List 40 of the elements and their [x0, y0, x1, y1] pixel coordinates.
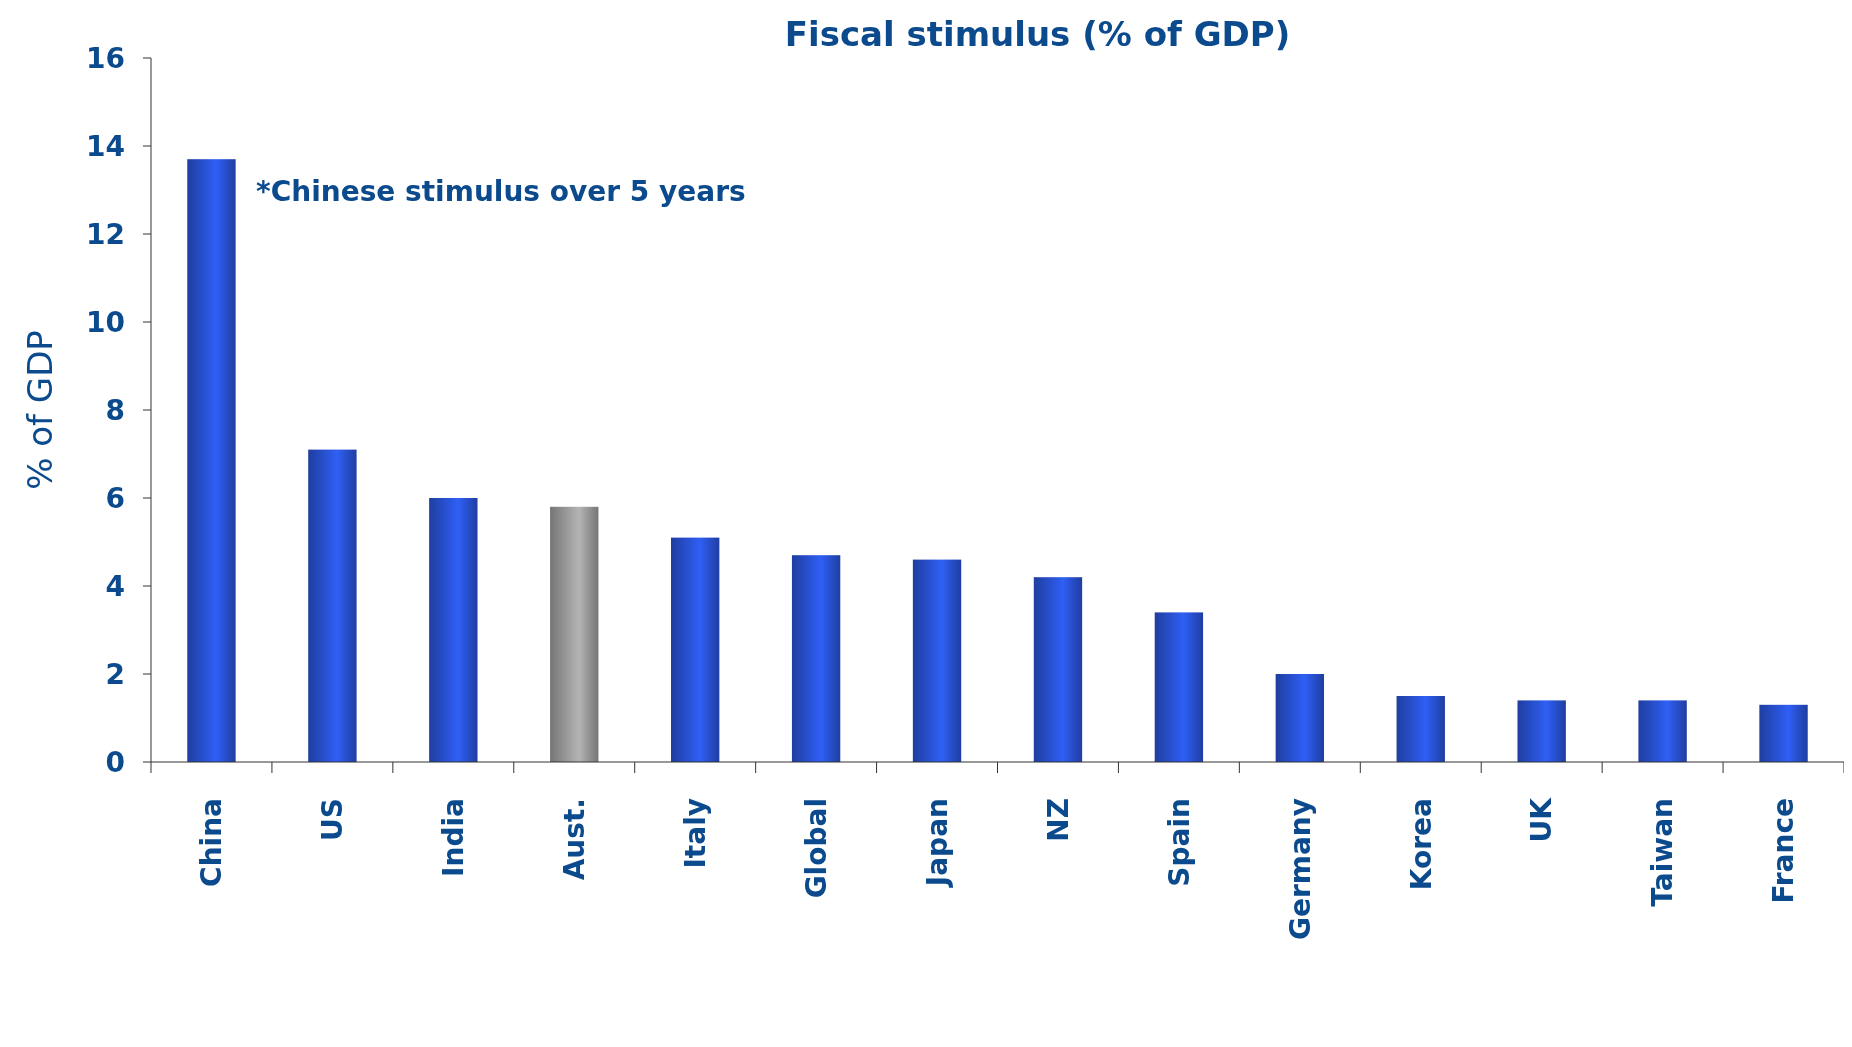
y-tick-label: 8 [105, 393, 125, 427]
x-tick-label: Taiwan [1646, 798, 1680, 907]
bar [1154, 612, 1204, 762]
bar [550, 506, 599, 762]
bar [187, 159, 236, 762]
x-tick-label: UK [1525, 796, 1559, 843]
bar [791, 555, 841, 762]
bar [308, 449, 357, 762]
y-tick-label: 0 [105, 745, 125, 779]
y-tick-label: 16 [86, 41, 125, 75]
x-tick-label: India [437, 798, 471, 877]
y-tick-label: 6 [105, 481, 125, 515]
x-tick-label: Germany [1283, 798, 1317, 941]
x-tick-label: Aust. [558, 798, 592, 881]
bar [1517, 700, 1566, 762]
x-tick-label: Italy [678, 798, 712, 869]
x-tick-label: NZ [1041, 798, 1075, 842]
x-tick-label: US [316, 798, 350, 841]
chart-title: Fiscal stimulus (% of GDP) [784, 14, 1291, 54]
y-tick-label: 12 [86, 217, 125, 251]
bar [429, 498, 478, 762]
x-tick-label: France [1767, 798, 1801, 904]
y-tick-label: 2 [105, 657, 125, 691]
bar [1396, 696, 1445, 762]
bar [670, 537, 720, 762]
y-tick-label: 10 [86, 305, 125, 339]
y-axis-title: % of GDP [20, 330, 60, 490]
x-tick-label: Spain [1162, 798, 1196, 887]
annotation: *Chinese stimulus over 5 years [256, 175, 746, 208]
bar [1759, 704, 1808, 762]
bar [912, 559, 962, 762]
bar [1275, 674, 1325, 762]
bar [1638, 700, 1687, 762]
bar [1033, 577, 1083, 762]
x-tick-label: Global [799, 798, 833, 899]
y-tick-label: 14 [86, 129, 125, 163]
x-tick-label: China [195, 798, 229, 887]
y-tick-label: 4 [105, 569, 125, 603]
x-tick-label: Japan [920, 798, 954, 889]
x-tick-label: Korea [1404, 798, 1438, 891]
